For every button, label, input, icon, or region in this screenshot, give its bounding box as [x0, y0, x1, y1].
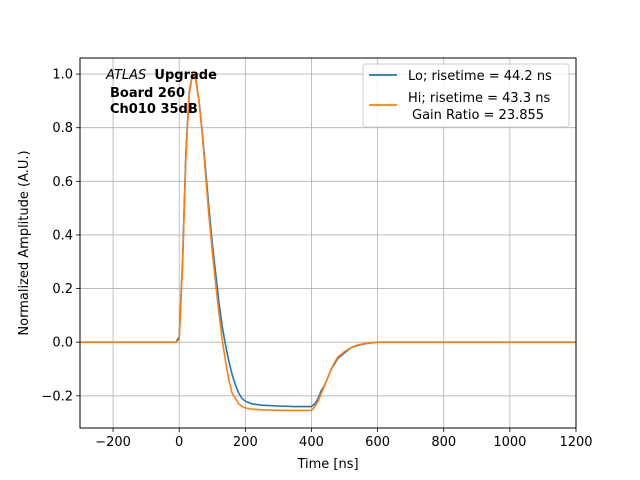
y-tick-label: 0.2: [52, 282, 73, 297]
legend-box: [362, 63, 570, 128]
x-tick-label: 1200: [559, 435, 592, 450]
upgrade-label: Upgrade: [154, 68, 217, 83]
y-tick-label: 0.0: [52, 336, 73, 351]
board-label: Board 260: [110, 86, 185, 101]
y-tick-label: −0.2: [41, 389, 73, 404]
series-line-hi: [80, 73, 576, 412]
atlas-label: ATLAS: [105, 68, 146, 83]
x-tick-label: 600: [365, 435, 390, 450]
plot-frame: [79, 57, 577, 429]
x-tick-label: 400: [299, 435, 324, 450]
x-tick-label: 0: [175, 435, 183, 450]
legend-label-lo: Lo; risetime = 44.2 ns: [408, 69, 552, 84]
y-axis-label: Normalized Amplitude (A.U.): [17, 150, 32, 335]
x-tick-label: 1000: [493, 435, 526, 450]
series-layer: [80, 73, 576, 412]
y-tick-label: 0.4: [52, 228, 73, 243]
legend-label-gain: Gain Ratio = 23.855: [412, 108, 544, 123]
y-tick-label: 0.6: [52, 175, 73, 190]
legend-label-hi: Hi; risetime = 43.3 ns: [408, 91, 550, 106]
channel-label: Ch010 35dB: [110, 102, 198, 117]
svg-text:ATLAS Upgrade: ATLAS Upgrade: [105, 68, 217, 83]
x-tick-label: −200: [95, 435, 131, 450]
y-tick-label: 1.0: [52, 68, 73, 83]
y-tick-label: 0.8: [52, 121, 73, 136]
x-tick-label: 800: [431, 435, 456, 450]
ticks: −200 0 200 400 600 800 1000 1200 −0.2 0.0 0.2 0.4 0.…: [41, 68, 592, 450]
atlas-annotation: ATLAS Upgrade Board 260 Ch010 35dB: [105, 68, 217, 117]
x-tick-label: 200: [233, 435, 258, 450]
x-axis-label: Time [ns]: [296, 457, 358, 472]
legend: Lo; risetime = 44.2 ns Hi; risetime = 43…: [362, 63, 570, 128]
